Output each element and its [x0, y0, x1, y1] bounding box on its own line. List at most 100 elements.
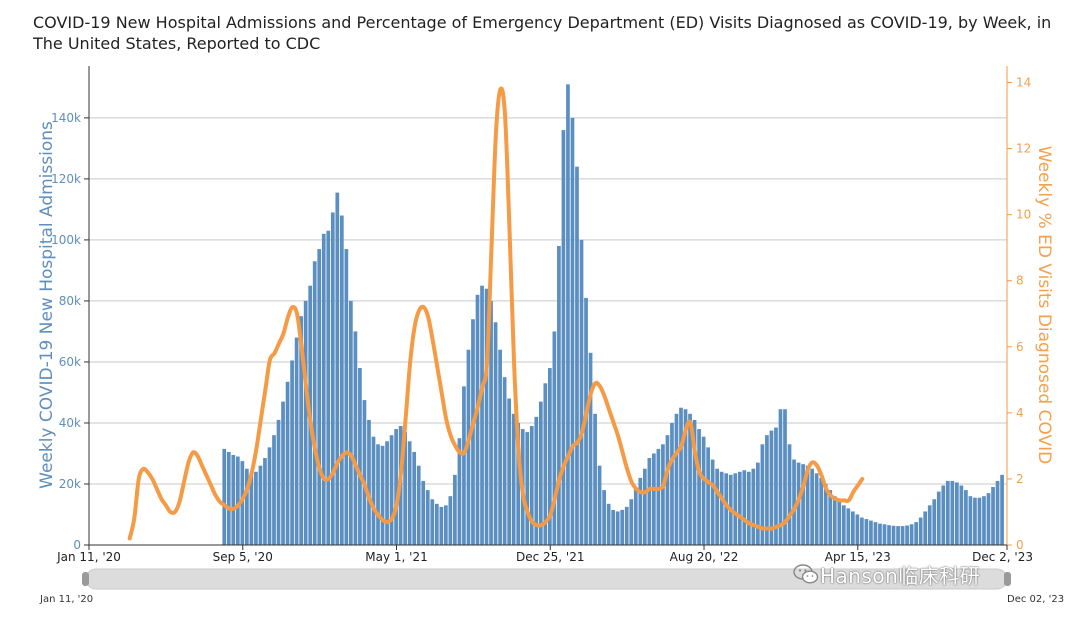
admissions-bar	[389, 435, 394, 545]
admissions-bar	[828, 490, 833, 545]
admissions-bar	[760, 444, 765, 545]
admissions-bar	[973, 497, 977, 545]
admissions-bar	[909, 524, 914, 545]
brush-end-label: Dec 02, '23	[1007, 594, 1065, 605]
brush-left-handle[interactable]	[82, 572, 89, 586]
admissions-bar	[321, 233, 326, 546]
admissions-bar	[480, 285, 484, 545]
admissions-bar	[642, 468, 647, 545]
admissions-bar	[267, 447, 272, 545]
admissions-bar	[281, 401, 285, 545]
admissions-bar	[683, 409, 688, 545]
admissions-bar	[837, 500, 842, 545]
admissions-bar	[290, 360, 294, 545]
admissions-bar	[561, 130, 566, 545]
admissions-bar	[878, 523, 882, 545]
admissions-bar	[326, 230, 331, 545]
admissions-bar	[620, 509, 625, 545]
admissions-bar	[462, 386, 466, 545]
admissions-bar	[697, 429, 701, 545]
admissions-bar	[995, 480, 1000, 545]
admissions-bar	[602, 490, 606, 545]
admissions-bar	[502, 377, 507, 545]
admissions-bar	[656, 448, 661, 545]
y-tick-label: 40k	[59, 416, 81, 430]
admissions-bar	[810, 468, 814, 545]
y2-tick-label: 12	[1016, 142, 1031, 156]
admissions-bar	[493, 322, 498, 545]
admissions-bar	[959, 485, 964, 545]
admissions-bar	[647, 458, 652, 545]
y2-tick-label: 2	[1016, 472, 1024, 486]
admissions-bar	[566, 84, 570, 545]
admissions-bars	[222, 84, 1004, 546]
admissions-bar	[597, 465, 602, 545]
admissions-bar	[412, 451, 417, 545]
admissions-bar	[453, 474, 457, 545]
admissions-bar	[353, 331, 358, 545]
admissions-bar	[254, 471, 258, 545]
axes	[88, 66, 1008, 546]
ed-visits-line-group	[127, 86, 865, 541]
admissions-bar	[557, 246, 561, 545]
admissions-bar	[285, 381, 290, 545]
admissions-bar	[860, 517, 864, 545]
admissions-bar	[276, 419, 281, 545]
range-brush[interactable]	[82, 568, 1011, 590]
admissions-bar	[534, 416, 539, 545]
admissions-bar	[222, 448, 227, 545]
admissions-bar	[923, 511, 928, 545]
x-tick-label: Aug 20, '22	[670, 550, 739, 564]
wechat-icon	[793, 564, 819, 584]
admissions-bar	[855, 514, 860, 545]
admissions-bar	[335, 192, 340, 546]
admissions-bar	[819, 477, 824, 545]
admissions-bar	[593, 413, 597, 545]
chart-title: COVID-19 New Hospital Admissions and Per…	[33, 13, 1052, 53]
admissions-bar	[615, 511, 620, 545]
admissions-bar	[421, 480, 426, 545]
admissions-bar	[448, 496, 453, 545]
admissions-bar	[670, 422, 674, 545]
admissions-bar	[905, 525, 909, 545]
admissions-bar	[579, 239, 584, 545]
admissions-bar	[869, 520, 873, 545]
right-axis-label: Weekly % ED Visits Diagnosed COVID	[1034, 146, 1054, 464]
admissions-bar	[982, 496, 986, 545]
admissions-bar	[498, 349, 502, 545]
admissions-bar	[330, 212, 335, 545]
admissions-bar	[941, 485, 946, 545]
admissions-bar	[588, 352, 593, 545]
admissions-bar	[882, 524, 887, 545]
admissions-bar	[344, 249, 349, 545]
admissions-bar	[950, 480, 955, 545]
admissions-bar	[701, 436, 706, 545]
y-tick-label: 60k	[59, 355, 81, 369]
admissions-bar	[380, 445, 385, 545]
admissions-bar	[945, 480, 950, 545]
admissions-bar	[846, 508, 851, 545]
admissions-bar	[358, 368, 362, 545]
admissions-bar	[272, 435, 276, 545]
admissions-bar	[394, 429, 398, 545]
admissions-bar	[832, 496, 837, 545]
admissions-bar	[751, 468, 756, 545]
admissions-bar	[891, 525, 896, 545]
admissions-bar	[805, 465, 810, 545]
admissions-bar	[792, 459, 796, 545]
admissions-bar	[864, 519, 869, 545]
left-axis-label: Weekly COVID-19 New Hospital Admissions	[37, 121, 57, 489]
admissions-bar	[955, 482, 959, 545]
admissions-bar	[633, 488, 638, 545]
admissions-bar	[312, 261, 317, 545]
admissions-bar	[774, 427, 778, 545]
admissions-bar	[787, 444, 792, 545]
brush-right-handle[interactable]	[1004, 572, 1011, 586]
admissions-bar	[299, 316, 303, 545]
admissions-bar	[991, 487, 995, 545]
admissions-bar	[661, 444, 665, 545]
admissions-bar	[407, 441, 412, 545]
admissions-bar	[814, 473, 819, 545]
admissions-bar	[511, 413, 516, 545]
